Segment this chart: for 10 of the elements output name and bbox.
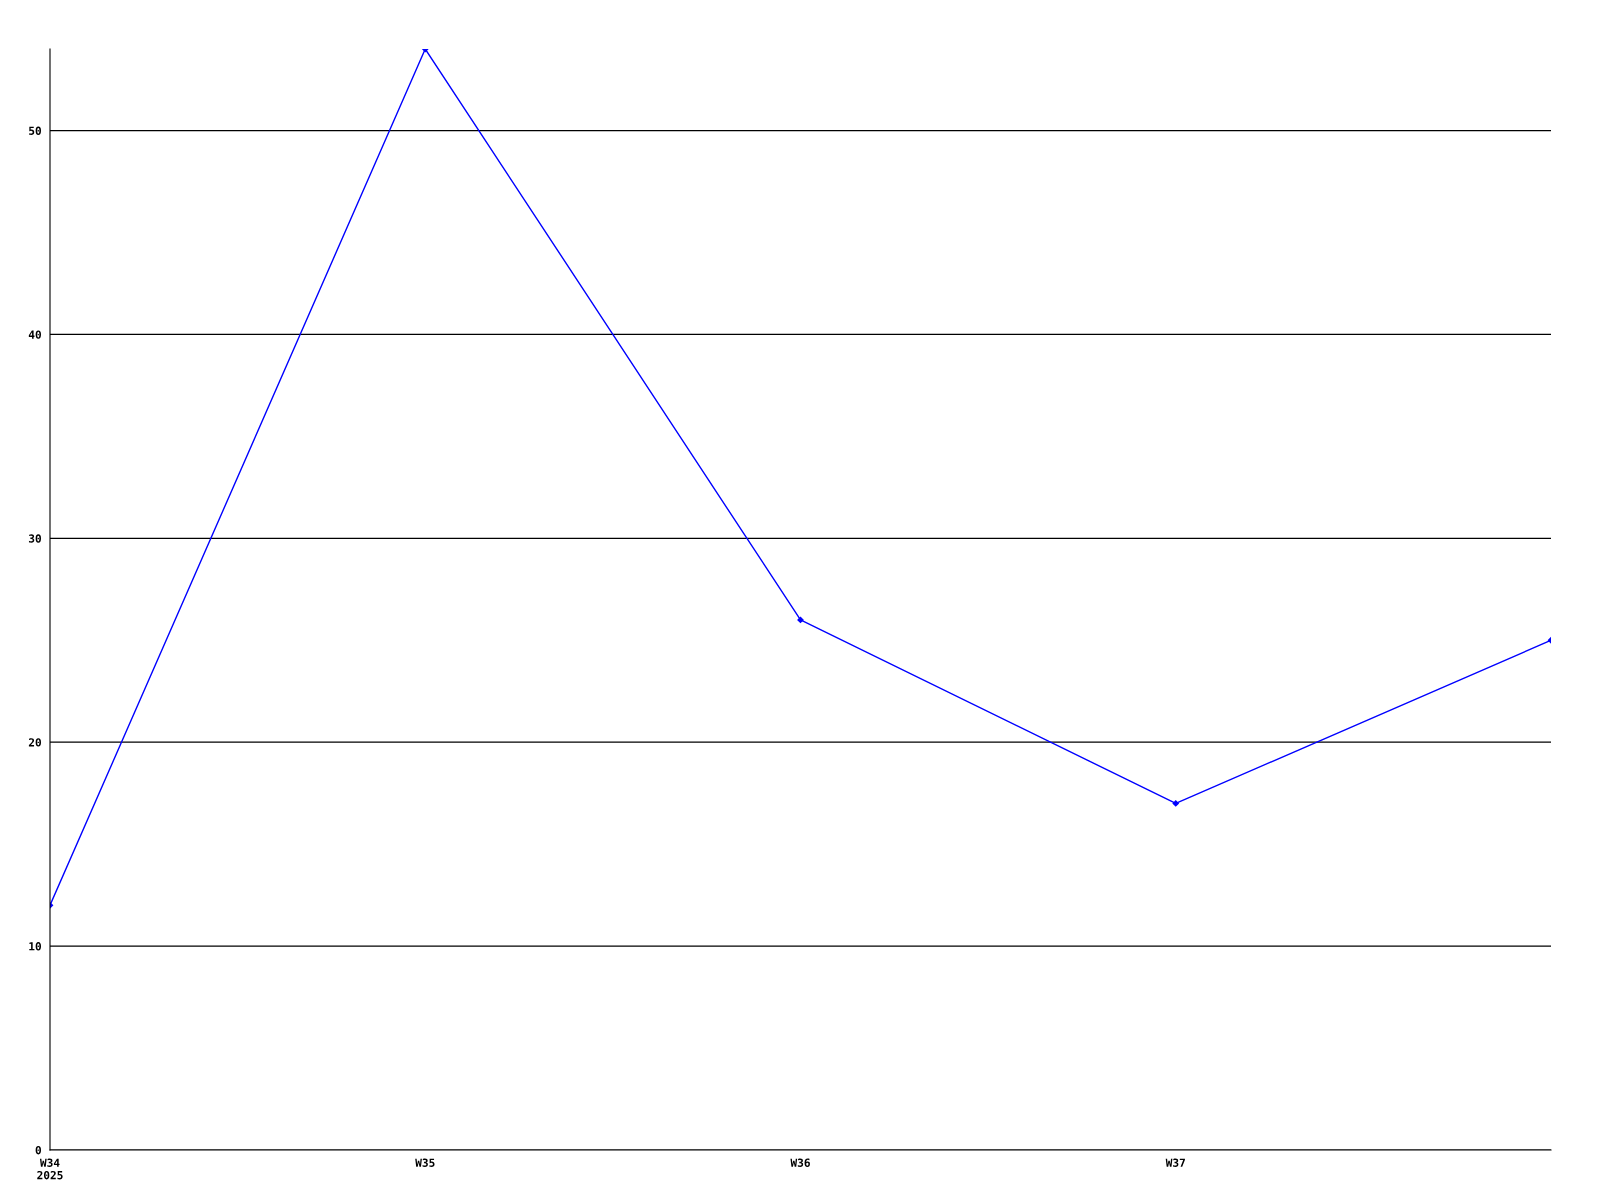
y-tick-label: 30 (28, 534, 41, 543)
x-tick-label: W34 2025 (37, 1158, 63, 1180)
y-tick-label: 40 (28, 330, 41, 339)
x-tick-label: W37 (1165, 1158, 1185, 1167)
x-tick-label: W36 (790, 1158, 810, 1167)
y-tick-label: 50 (29, 126, 41, 135)
x-tick-label: W35 (415, 1158, 435, 1167)
y-tick-label: 20 (28, 738, 41, 747)
y-tick-label: 10 (29, 942, 41, 951)
y-tick-label: 0 (35, 1145, 41, 1155)
